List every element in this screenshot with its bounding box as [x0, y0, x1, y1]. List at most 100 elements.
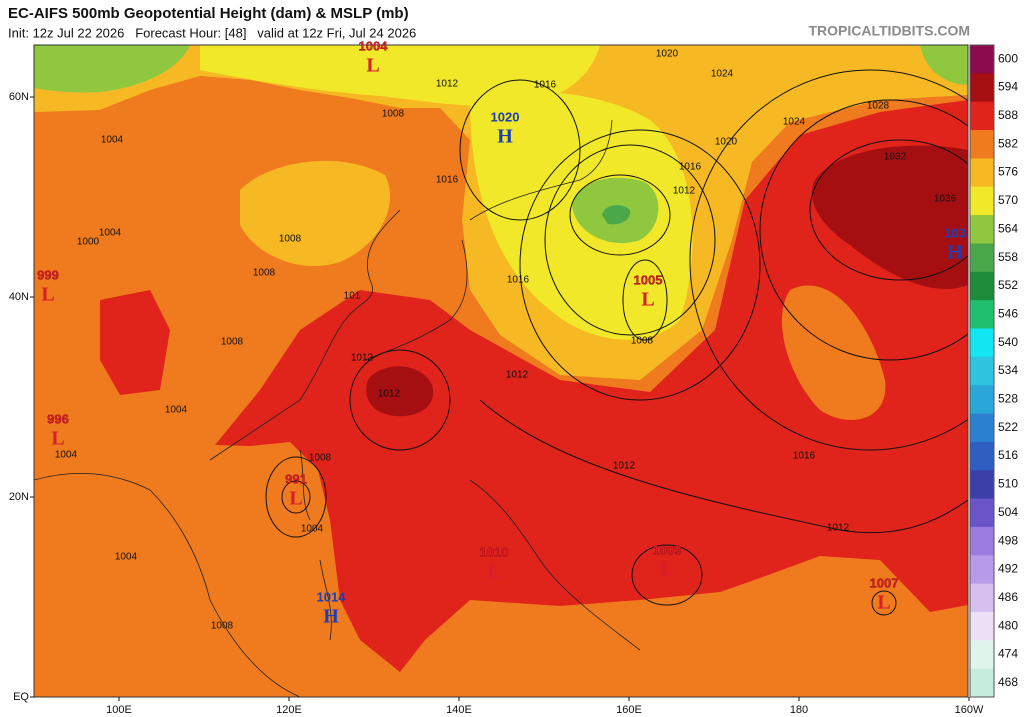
colorbar-label: 534 [998, 363, 1018, 377]
lon-label: 180 [790, 704, 808, 716]
colorbar-label: 522 [998, 420, 1018, 434]
center-symbol: L [41, 284, 54, 306]
colorbar-label: 528 [998, 392, 1018, 406]
colorbar-label: 480 [998, 618, 1018, 632]
isobar-label: 1016 [436, 175, 459, 186]
isobar-label: 1012 [436, 79, 459, 90]
colorbar-label: 474 [998, 647, 1018, 661]
isobar-label: 1000 [77, 237, 100, 248]
center-value: 1014 [317, 589, 347, 604]
center-value: 1007 [870, 575, 899, 590]
isobar-label: 1028 [867, 101, 890, 112]
height-558 [602, 205, 631, 225]
lat-label: 40N [9, 291, 29, 303]
colorbar-swatch [970, 73, 994, 103]
isobar-label: 1024 [783, 117, 806, 128]
lon-label: 160E [616, 704, 642, 716]
colorbar-label: 540 [998, 335, 1018, 349]
center-value: 996 [47, 411, 69, 426]
colorbar-swatch [970, 186, 994, 216]
colorbar-swatch [970, 498, 994, 528]
colorbar-swatch [970, 441, 994, 471]
pressure-centers: 1004L1020H1005L103H999L996L991L1014H1010… [37, 38, 966, 627]
isobar-label: 1036 [934, 194, 957, 205]
isobar-label: 1012 [506, 370, 529, 381]
isobar-labels: 1016 1020 1024 1028 1024 1020 1016 1012 1032 1036… [55, 49, 957, 632]
isobar-label: 1004 [99, 228, 122, 239]
colorbar: 600 594 588 582 576 570 564 558 552 546 540 534 528 5… [969, 44, 1018, 698]
height-588 [100, 290, 170, 395]
center-symbol: H [323, 606, 339, 628]
lon-label: 160W [955, 704, 984, 716]
watermark: TROPICALTIDBITS.COM [808, 23, 970, 39]
colorbar-swatch [970, 668, 994, 698]
isobars [265, 69, 968, 616]
center-value: 999 [37, 267, 59, 282]
title: EC-AIFS 500mb Geopotential Height (dam) … [8, 5, 409, 22]
lon-label: 120E [276, 704, 302, 716]
isobar-label: 1016 [679, 162, 702, 173]
isobar-label: 1012 [378, 389, 401, 400]
isobar-label: 1008 [309, 453, 332, 464]
center-value: 1004 [359, 38, 389, 53]
isobar-label: 1020 [715, 137, 738, 148]
colorbar-label: 546 [998, 306, 1018, 320]
lat-label: 60N [9, 91, 29, 103]
height-588 [215, 100, 968, 672]
coastlines [34, 119, 641, 697]
colorbar-swatch [970, 385, 994, 415]
colorbar-label: 588 [998, 108, 1018, 122]
isobar-label: 1016 [507, 275, 530, 286]
isobar-label: 1004 [55, 450, 78, 461]
height-582 [781, 285, 886, 420]
isobar-label: 1016 [793, 451, 816, 462]
center-value: 1009 [653, 542, 682, 557]
lat-label: EQ [13, 691, 29, 703]
colorbar-label: 600 [998, 51, 1018, 65]
colorbar-swatch [970, 45, 994, 74]
center-symbol: L [660, 559, 673, 581]
colorbar-label: 492 [998, 562, 1018, 576]
colorbar-swatch [970, 470, 994, 500]
colorbar-label: 516 [998, 448, 1018, 462]
colorbar-label: 468 [998, 675, 1018, 689]
isobar-label: 1004 [101, 135, 124, 146]
colorbar-swatch [970, 526, 994, 556]
isobar-label: 1004 [301, 524, 324, 535]
colorbar-swatch [970, 215, 994, 244]
map-frame [33, 44, 969, 698]
isobar-label: 1024 [711, 69, 734, 80]
height-564 [34, 45, 190, 93]
center-value: 1005 [634, 272, 663, 287]
center-symbol: L [877, 592, 890, 614]
colorbar-label: 564 [998, 221, 1018, 235]
center-symbol: L [487, 561, 500, 583]
center-value: 991 [285, 471, 307, 486]
center-symbol: L [641, 289, 654, 311]
colorbar-frame [969, 44, 995, 698]
center-symbol: L [51, 428, 64, 450]
height-576 [240, 160, 390, 267]
colorbar-swatch [970, 101, 994, 131]
height-594 [366, 366, 434, 417]
isobar-label: 1012 [613, 461, 636, 472]
colorbar-label: 486 [998, 590, 1018, 604]
center-symbol: H [947, 242, 963, 264]
isobar-label: 1012 [351, 353, 374, 364]
isobar-label: 1008 [211, 621, 234, 632]
colorbar-swatch [970, 300, 994, 329]
colorbar-label: 576 [998, 165, 1018, 179]
colorbar-swatch [970, 271, 994, 301]
isobar-label: 1012 [673, 186, 696, 197]
lon-label: 140E [446, 704, 472, 716]
colorbar-swatch [970, 413, 994, 443]
colorbar-label: 558 [998, 250, 1018, 264]
center-symbol: H [497, 126, 513, 148]
isobar-label: 1008 [253, 268, 276, 279]
height-564 [920, 45, 968, 85]
center-value: 1020 [491, 109, 520, 124]
center-value: 103 [944, 225, 966, 240]
colorbar-swatch [970, 130, 994, 159]
isobar-label: 1004 [115, 552, 138, 563]
isobar-label: 1032 [884, 152, 907, 163]
